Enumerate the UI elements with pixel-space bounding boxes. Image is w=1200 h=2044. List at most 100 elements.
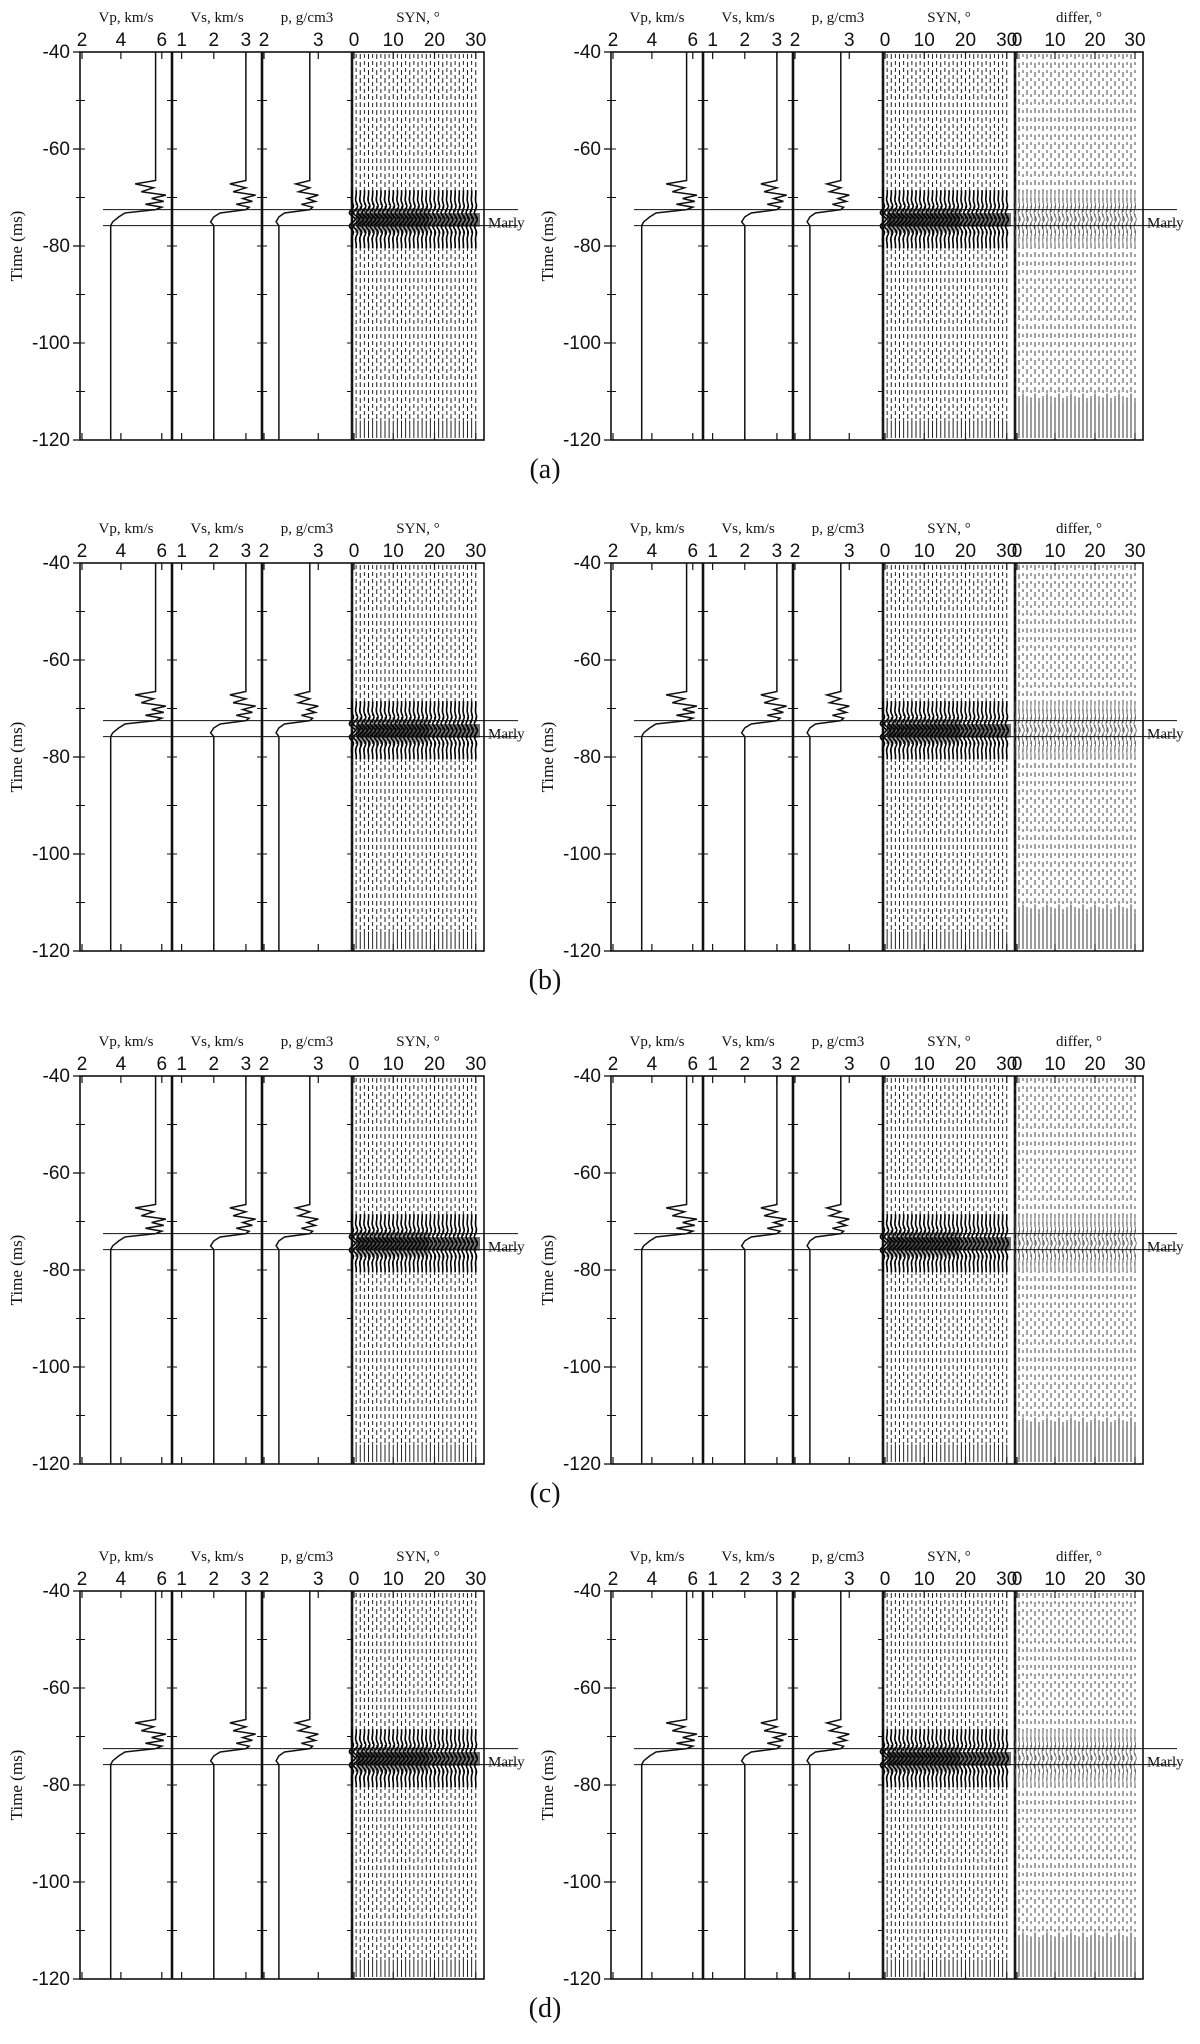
x-tick-label: 10 [1044, 1054, 1065, 1075]
track-label: differ, ° [1056, 1549, 1102, 1565]
track-label: Vp, km/s [98, 1034, 153, 1050]
trace-wavelet [1121, 190, 1125, 249]
y-tick-label: -120 [563, 430, 601, 451]
x-tick-label: 20 [1084, 1054, 1105, 1075]
track-label: SYN, ° [927, 1034, 971, 1050]
track-label: p, g/cm3 [281, 521, 334, 537]
y-tick-label: -80 [574, 747, 601, 768]
track-vp: Vp, km/s 2 4 6 [77, 1549, 172, 1979]
trace-wavelet [1077, 1729, 1081, 1788]
trace-wavelet [1085, 1729, 1089, 1788]
trace-wavelet [1053, 190, 1057, 249]
trace-wavelet [1017, 1729, 1021, 1788]
event-band-strong [356, 1232, 429, 1256]
trace-wavelet [1133, 1214, 1137, 1273]
y-tick-label: -60 [574, 139, 601, 160]
trace-wavelet [1045, 1214, 1049, 1273]
panel-frame [79, 51, 485, 441]
trace-wavelet [1093, 190, 1097, 249]
marker-label: Marly [1147, 216, 1184, 232]
track-differ: differ, ° 0 10 20 30 [1012, 10, 1146, 440]
log-curve-vs [209, 563, 256, 951]
trace-wavelet [879, 190, 888, 249]
x-tick-label: 20 [955, 30, 976, 51]
track-label: Vs, km/s [190, 521, 244, 537]
trace-wavelet [1065, 1729, 1069, 1788]
trace-wavelet [1081, 1214, 1085, 1273]
x-tick-label: 1 [176, 30, 187, 51]
track-vp: Vp, km/s 2 4 6 [608, 10, 703, 440]
x-tick-label: 2 [208, 1054, 219, 1075]
x-tick-label: 2 [77, 541, 88, 562]
x-tick-label: 20 [424, 541, 445, 562]
log-curve-vs [209, 1591, 256, 1979]
x-tick-label: 0 [349, 30, 360, 51]
track-label: p, g/cm3 [281, 1034, 334, 1050]
trace-wavelet [1025, 1214, 1029, 1273]
trace-wavelet [1041, 190, 1045, 249]
x-tick-label: 3 [772, 1569, 783, 1590]
trace-wavelet [1129, 1214, 1133, 1273]
x-tick-label: 2 [208, 541, 219, 562]
x-tick-label: 0 [1012, 541, 1023, 562]
track-rho: p, g/cm3 2 3 [790, 10, 883, 440]
x-tick-label: 30 [1124, 1569, 1145, 1590]
trace-wavelet [1029, 701, 1033, 760]
track-vp: Vp, km/s 2 4 6 [608, 1549, 703, 1979]
trace-wavelet [1045, 1729, 1049, 1788]
track-vp: Vp, km/s 2 4 6 [77, 10, 172, 440]
subfigure-caption: (a) [529, 454, 560, 485]
track-vs: Vs, km/s1 2 3 [701, 521, 793, 951]
y-tick-label: -100 [32, 1357, 70, 1378]
track-vs: Vs, km/s1 2 3 [170, 1549, 262, 1979]
trace-wavelet [1069, 1729, 1073, 1788]
x-tick-label: 3 [313, 541, 324, 562]
trace-wavelet [1033, 701, 1037, 760]
trace-wavelet [1113, 190, 1117, 249]
x-tick-label: 1 [176, 541, 187, 562]
x-tick-label: 1 [176, 1054, 187, 1075]
track-label: p, g/cm3 [812, 1034, 865, 1050]
subfigure-caption: (c) [529, 1478, 560, 1509]
y-tick-label: -120 [32, 1454, 70, 1475]
x-tick-label: 30 [465, 1569, 486, 1590]
trace-wavelet [1021, 1214, 1025, 1273]
x-tick-label: 0 [349, 541, 360, 562]
y-tick-label: -60 [43, 1163, 70, 1184]
trace-wavelet [1069, 190, 1073, 249]
trace-wavelet [1021, 1729, 1025, 1788]
log-curve-rho [275, 1076, 319, 1464]
y-tick-label: -100 [32, 844, 70, 865]
track-rho: p, g/cm3 2 3 [790, 1034, 883, 1464]
track-syn: SYN, ° 0 10 20 30 [348, 521, 486, 951]
trace-wavelet [1065, 190, 1069, 249]
track-vs: Vs, km/s1 2 3 [170, 521, 262, 951]
track-vs: Vs, km/s1 2 3 [701, 10, 793, 440]
trace-wavelet [1013, 1214, 1017, 1273]
trace-wavelet [1093, 701, 1097, 760]
trace-wavelet [1125, 190, 1129, 249]
track-label: Vp, km/s [98, 521, 153, 537]
event-band-strong [356, 719, 429, 743]
trace-wavelet [1093, 1729, 1097, 1788]
trace-wavelet [1113, 1214, 1117, 1273]
log-curve-rho [806, 1591, 850, 1979]
x-tick-label: 6 [687, 1054, 698, 1075]
event-band-strong [887, 1747, 960, 1771]
track-syn: SYN, ° 0 10 20 30 [348, 1034, 486, 1464]
x-tick-label: 2 [259, 1569, 270, 1590]
y-tick-label: -60 [43, 1678, 70, 1699]
x-tick-label: 2 [790, 1569, 801, 1590]
trace-wavelet [1133, 190, 1137, 249]
y-tick-label: -100 [563, 844, 601, 865]
x-tick-label: 2 [608, 541, 619, 562]
x-tick-label: 10 [383, 1569, 404, 1590]
trace-wavelet [1081, 701, 1085, 760]
track-label: Vs, km/s [721, 521, 775, 537]
event-band-strong [887, 719, 960, 743]
x-tick-label: 30 [465, 30, 486, 51]
event-band [356, 724, 480, 738]
x-tick-label: 20 [424, 1054, 445, 1075]
